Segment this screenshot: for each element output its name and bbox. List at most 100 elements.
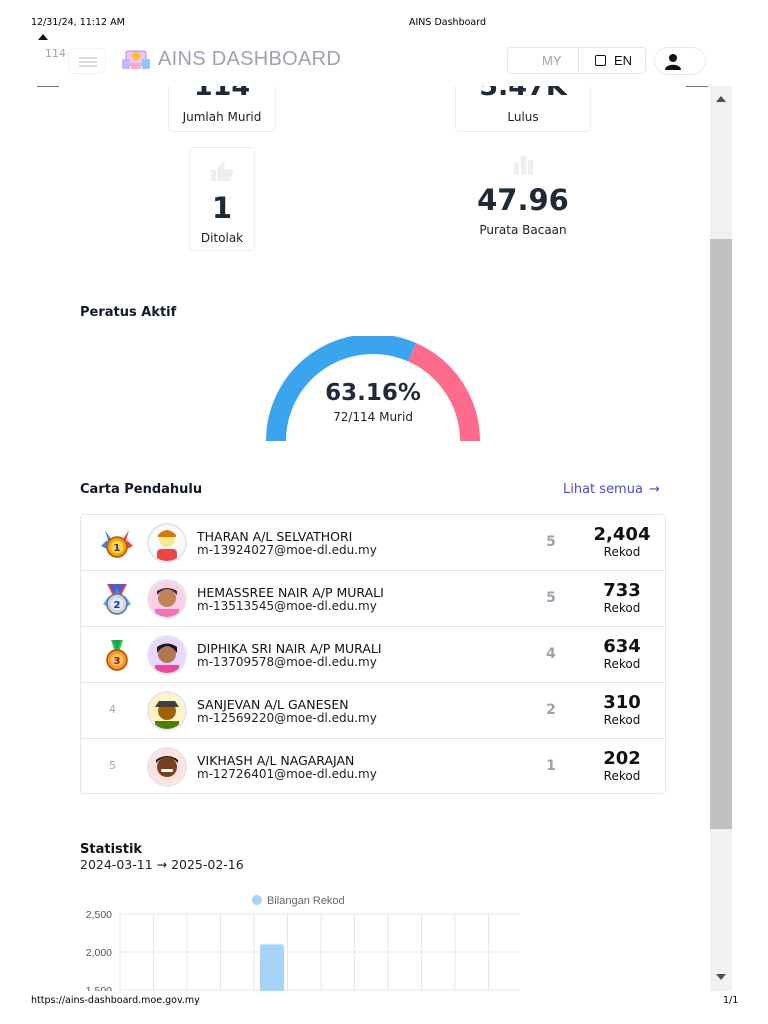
see-all-link[interactable]: Lihat semua → bbox=[563, 482, 660, 497]
student-level: 4 bbox=[546, 646, 556, 662]
gauge-active-arc bbox=[266, 336, 416, 442]
stat-value: 1 bbox=[211, 191, 233, 225]
student-email: m-12726401@moe-dl.edu.my bbox=[197, 767, 377, 781]
y-tick-label: 1,500 bbox=[86, 985, 112, 991]
student-email: m-12569220@moe-dl.edu.my bbox=[197, 711, 377, 725]
student-name: THARAN A/L SELVATHORI bbox=[197, 529, 353, 544]
student-name: SANJEVAN A/L GANESEN bbox=[197, 697, 349, 712]
print-doc-title: AINS Dashboard bbox=[409, 17, 486, 28]
see-all-label: Lihat semua bbox=[563, 482, 643, 497]
stat-card-jumlah-murid: 114 Jumlah Murid bbox=[168, 86, 276, 132]
leaderboard-list: 1 THARAN A/L SELVATHORI m-13924027@moe-d… bbox=[80, 514, 666, 794]
gauge-percent: 63.16% bbox=[325, 380, 421, 406]
lang-my-option[interactable]: MY bbox=[542, 53, 562, 68]
lang-divider bbox=[578, 48, 579, 73]
avatar bbox=[147, 579, 187, 619]
stat-label: Lulus bbox=[507, 110, 539, 124]
avatar bbox=[147, 691, 187, 731]
svg-text:1: 1 bbox=[114, 543, 121, 554]
bar-chart-icon bbox=[514, 156, 533, 175]
student-level: 2 bbox=[546, 702, 556, 718]
scroll-up-icon[interactable] bbox=[716, 96, 726, 102]
y-tick-label: 2,000 bbox=[86, 947, 112, 959]
overlap-number: 114 bbox=[45, 47, 66, 60]
y-tick-label: 2,500 bbox=[86, 909, 112, 921]
brand-logo-icon bbox=[122, 50, 150, 69]
thumbs-down-icon bbox=[211, 162, 234, 181]
student-name: HEMASSREE NAIR A/P MURALI bbox=[197, 585, 384, 600]
stat-card-purata-bacaan: 47.96 Purata Bacaan bbox=[460, 147, 586, 247]
student-name: DIPHIKA SRI NAIR A/P MURALI bbox=[197, 641, 382, 656]
lang-en-option[interactable]: EN bbox=[614, 53, 633, 68]
leaderboard-row[interactable]: 1 THARAN A/L SELVATHORI m-13924027@moe-d… bbox=[81, 515, 665, 571]
stat-value: 114 bbox=[193, 86, 251, 102]
stat-card-lulus: 5.47K Lulus bbox=[455, 86, 591, 132]
stat-label: Purata Bacaan bbox=[479, 223, 567, 237]
avatar bbox=[147, 635, 187, 675]
section-title-statistik: Statistik bbox=[80, 842, 143, 857]
rank-number: 4 bbox=[109, 703, 116, 716]
record-count: 733 bbox=[603, 580, 641, 601]
user-icon bbox=[665, 54, 681, 70]
leaderboard-row[interactable]: 4 SANJEVAN A/L GANESEN m-12569220@moe-dl… bbox=[81, 683, 665, 739]
date-range: 2024-03-11 → 2025-02-16 bbox=[80, 857, 244, 872]
record-unit: Rekod bbox=[603, 769, 641, 783]
student-level: 5 bbox=[546, 534, 556, 550]
student-email: m-13924027@moe-dl.edu.my bbox=[197, 543, 377, 557]
scroll-down-icon[interactable] bbox=[716, 974, 726, 980]
divider-left bbox=[37, 86, 59, 87]
language-toggle[interactable]: MY EN bbox=[507, 47, 646, 74]
dashboard-content: 114 Jumlah Murid 5.47K Lulus 1 Ditolak 4… bbox=[0, 86, 710, 991]
student-level: 1 bbox=[546, 758, 556, 774]
silver-medal-icon: 2 bbox=[103, 584, 131, 615]
active-percent-gauge bbox=[266, 336, 480, 442]
record-count: 310 bbox=[603, 692, 641, 713]
leaderboard-row[interactable]: 3 DIPHIKA SRI NAIR A/P MURALI m-13709578… bbox=[81, 627, 665, 683]
divider-right bbox=[686, 86, 708, 87]
menu-button[interactable] bbox=[68, 48, 106, 74]
legend-swatch bbox=[252, 895, 262, 905]
profile-button[interactable] bbox=[654, 47, 706, 75]
legend-label: Bilangan Rekod bbox=[267, 895, 345, 907]
stat-label: Ditolak bbox=[200, 231, 244, 245]
svg-text:3: 3 bbox=[114, 656, 121, 667]
leaderboard-row[interactable]: 5 VIKHASH A/L NAGARAJAN m-12726401@moe-d… bbox=[81, 739, 665, 795]
print-header: 12/31/24, 11:12 AM AINS Dashboard bbox=[0, 17, 768, 31]
brand-title: AINS DASHBOARD bbox=[158, 48, 342, 70]
rank-number: 5 bbox=[109, 759, 116, 772]
avatar bbox=[147, 523, 187, 563]
record-unit: Rekod bbox=[603, 657, 641, 671]
student-email: m-13513545@moe-dl.edu.my bbox=[197, 599, 377, 613]
stat-label: Jumlah Murid bbox=[182, 110, 262, 124]
leaderboard-row[interactable]: 2 HEMASSREE NAIR A/P MURALI m-13513545@m… bbox=[81, 571, 665, 627]
arrow-right-icon: → bbox=[648, 482, 660, 497]
checkbox-icon bbox=[595, 55, 606, 66]
stat-value: 5.47K bbox=[479, 86, 567, 102]
section-title-carta-pendahulu: Carta Pendahulu bbox=[80, 482, 203, 497]
scrollbar-thumb[interactable] bbox=[710, 239, 732, 829]
student-name: VIKHASH A/L NAGARAJAN bbox=[197, 753, 355, 768]
caret-up-icon bbox=[38, 34, 48, 40]
avatar bbox=[147, 747, 187, 787]
bronze-medal-icon: 3 bbox=[106, 640, 128, 671]
print-page-number: 1/1 bbox=[723, 995, 739, 1006]
page-scrollbar[interactable] bbox=[710, 86, 732, 991]
gauge-inactive-arc bbox=[407, 343, 480, 442]
stat-card-ditolak: 1 Ditolak bbox=[189, 147, 255, 251]
bar bbox=[260, 944, 284, 991]
record-count: 634 bbox=[603, 636, 641, 657]
svg-text:2: 2 bbox=[114, 600, 121, 611]
student-level: 5 bbox=[546, 590, 556, 606]
record-count: 2,404 bbox=[593, 524, 651, 545]
print-url: https://ains-dashboard.moe.gov.my bbox=[31, 995, 200, 1006]
print-datetime: 12/31/24, 11:12 AM bbox=[31, 17, 125, 28]
gold-medal-icon: 1 bbox=[101, 530, 133, 558]
stat-value: 47.96 bbox=[477, 183, 569, 217]
student-email: m-13709578@moe-dl.edu.my bbox=[197, 655, 377, 669]
record-count: 202 bbox=[603, 748, 641, 769]
gauge-subtext: 72/114 Murid bbox=[333, 410, 413, 424]
record-unit: Rekod bbox=[603, 601, 641, 615]
record-unit: Rekod bbox=[603, 713, 641, 727]
section-title-peratus-aktif: Peratus Aktif bbox=[80, 305, 177, 320]
record-unit: Rekod bbox=[603, 545, 641, 559]
